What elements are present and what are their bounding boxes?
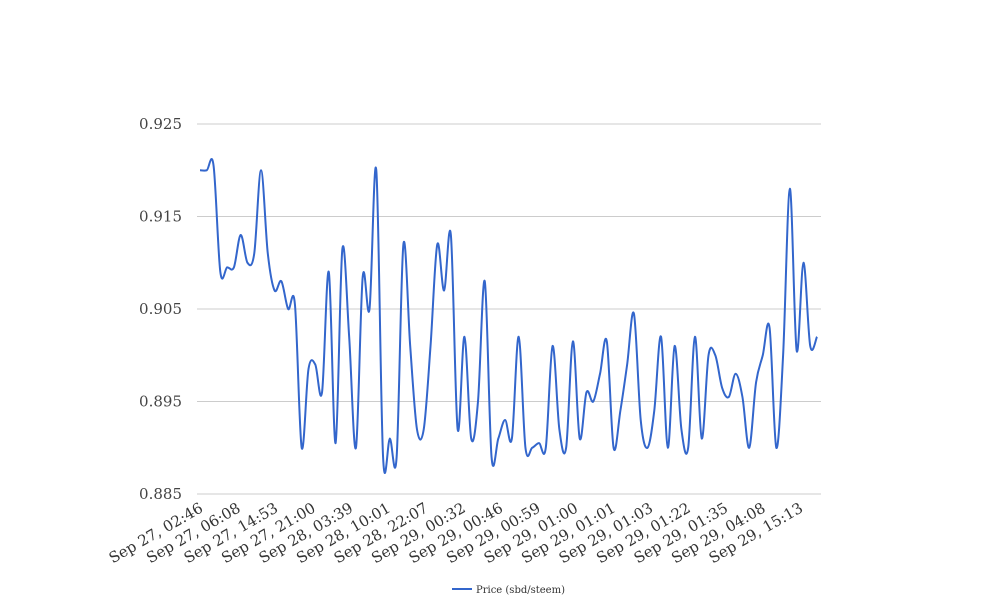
gridlines xyxy=(197,123,821,495)
y-tick-label: 0.925 xyxy=(139,115,182,133)
y-tick-label: 0.915 xyxy=(139,208,182,226)
legend[interactable]: Price (sbd/steem) xyxy=(452,585,565,596)
y-tick-label: 0.885 xyxy=(139,485,182,503)
y-tick-label: 0.895 xyxy=(139,393,182,411)
y-tick-label: 0.905 xyxy=(139,300,182,318)
series-line[interactable] xyxy=(199,158,818,474)
y-axis-ticks: 0.925 0.915 0.905 0.895 0.885 xyxy=(139,115,182,503)
series-layer xyxy=(199,158,818,474)
legend-label: Price (sbd/steem) xyxy=(476,585,565,596)
